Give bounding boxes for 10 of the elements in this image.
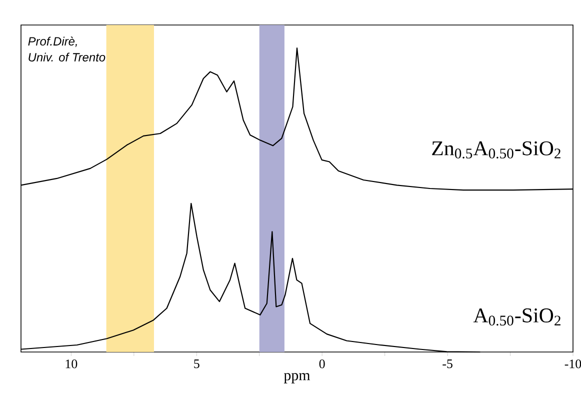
series-label: A$_{0.50}$-SiO$_{2}$: [473, 308, 560, 326]
x-tick-label: -10: [564, 360, 581, 368]
x-tick-label: 5: [194, 360, 200, 368]
series-label: Zn$_{0.5}$A$_{0.50}$-SiO$_{2}$: [432, 141, 560, 158]
x-tick-label: 0: [319, 360, 325, 368]
x-axis-title: ppm: [284, 373, 310, 384]
x-tick-label: 10: [66, 360, 78, 368]
annotation: Univ. of Trento: [28, 52, 106, 62]
x-tick-label: -5: [442, 360, 452, 368]
text: Prof.Dirè,: [28, 36, 77, 47]
